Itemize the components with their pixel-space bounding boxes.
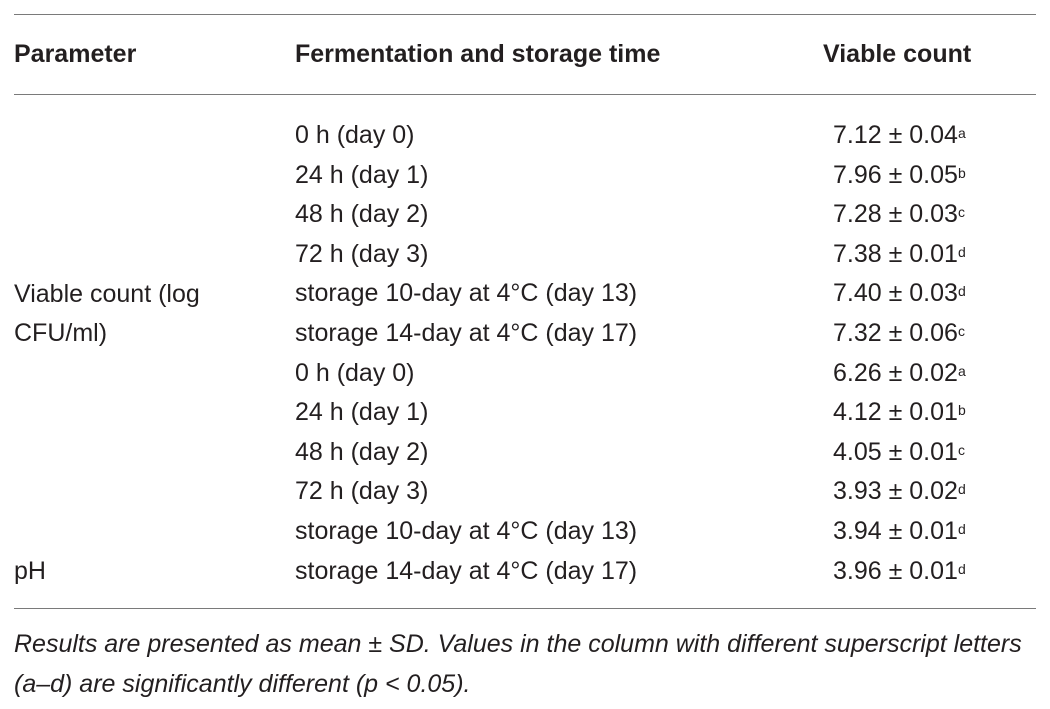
row-time: 24 h (day 1) [295,161,429,189]
parameter-viable-count-line2: CFU/ml) [14,319,108,347]
significance-letter: a [957,125,966,141]
significance-letter: b [957,165,966,181]
top-rule [14,14,1036,15]
header-rule [14,94,1036,95]
value-text: 3.94 ± 0.01 [833,517,958,545]
row-viable-count-value: 7.96 ± 0.05b [833,159,966,191]
row-time: storage 14-day at 4°C (day 17) [295,319,638,347]
row-time: 72 h (day 3) [295,240,429,268]
header-parameter: Parameter [14,40,137,68]
significance-letter: c [957,323,965,339]
header-viable-count: Viable count [823,40,972,68]
row-time: storage 10-day at 4°C (day 13) [295,517,638,545]
significance-letter: c [957,442,965,458]
value-text: 7.32 ± 0.06 [833,319,958,347]
significance-letter: d [957,244,966,260]
row-viable-count-value: 3.94 ± 0.01d [833,515,966,547]
significance-letter: d [957,521,966,537]
value-text: 4.05 ± 0.01 [833,438,958,466]
value-text: 7.28 ± 0.03 [833,200,958,228]
value-text: 3.96 ± 0.01 [833,557,958,585]
row-viable-count-value: 7.32 ± 0.06c [833,317,965,349]
row-time: storage 10-day at 4°C (day 13) [295,279,638,307]
row-time: 0 h (day 0) [295,359,415,387]
row-time: storage 14-day at 4°C (day 17) [295,557,638,585]
significance-letter: d [957,481,966,497]
row-viable-count-value: 7.40 ± 0.03d [833,277,966,309]
row-viable-count-value: 4.05 ± 0.01c [833,436,965,468]
row-viable-count-value: 3.96 ± 0.01d [833,555,966,587]
header-time: Fermentation and storage time [295,40,661,68]
significance-letter: d [957,283,966,299]
row-viable-count-value: 6.26 ± 0.02a [833,357,966,389]
row-time: 48 h (day 2) [295,200,429,228]
row-viable-count-value: 7.12 ± 0.04a [833,119,966,151]
parameter-ph: pH [14,557,46,585]
significance-letter: a [957,363,966,379]
bottom-rule [14,608,1036,609]
row-time: 0 h (day 0) [295,121,415,149]
row-time: 24 h (day 1) [295,398,429,426]
value-text: 6.26 ± 0.02 [833,359,958,387]
row-viable-count-value: 3.93 ± 0.02d [833,475,966,507]
value-text: 7.12 ± 0.04 [833,121,958,149]
row-viable-count-value: 7.38 ± 0.01d [833,238,966,270]
row-time: 48 h (day 2) [295,438,429,466]
value-text: 3.93 ± 0.02 [833,477,958,505]
parameter-viable-count-line1: Viable count (log [14,280,200,308]
row-time: 72 h (day 3) [295,477,429,505]
value-text: 7.96 ± 0.05 [833,161,958,189]
value-text: 7.38 ± 0.01 [833,240,958,268]
row-viable-count-value: 7.28 ± 0.03c [833,198,965,230]
significance-letter: c [957,204,965,220]
row-viable-count-value: 4.12 ± 0.01b [833,396,966,428]
value-text: 7.40 ± 0.03 [833,279,958,307]
value-text: 4.12 ± 0.01 [833,398,958,426]
significance-letter: d [957,561,966,577]
table-footnote: Results are presented as mean ± SD. Valu… [14,630,1022,698]
significance-letter: b [957,402,966,418]
